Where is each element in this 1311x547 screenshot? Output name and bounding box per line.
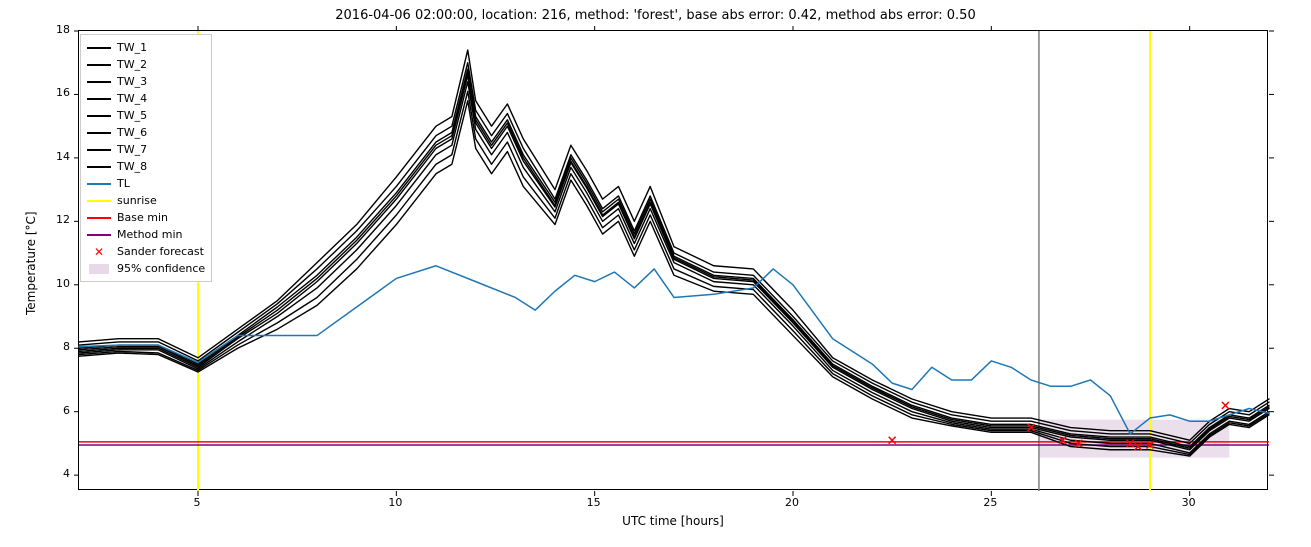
plot-area [78,30,1268,490]
x-tick-label: 30 [1179,496,1199,509]
tw-series [79,101,1269,456]
x-tick-label: 25 [980,496,1000,509]
legend: TW_1TW_2TW_3TW_4TW_5TW_6TW_7TW_8TLsunris… [80,34,212,282]
legend-entry: TW_8 [87,158,205,175]
legend-entry: Base min [87,209,205,226]
legend-entry: Method min [87,226,205,243]
legend-label: Base min [117,209,168,226]
legend-entry: TW_4 [87,90,205,107]
y-tick-label: 4 [63,467,70,480]
y-tick-label: 6 [63,404,70,417]
legend-label: TW_2 [117,56,147,73]
legend-entry: TW_5 [87,107,205,124]
legend-entry: 95% confidence [87,260,205,277]
forecast-marker [889,437,896,444]
tw-series [79,72,1269,448]
legend-label: TW_6 [117,124,147,141]
legend-entry: TW_3 [87,73,205,90]
y-tick-label: 8 [63,340,70,353]
x-tick-label: 20 [782,496,802,509]
legend-label: Sander forecast [117,243,204,260]
tl-series [79,266,1269,434]
chart-title: 2016-04-06 02:00:00, location: 216, meth… [0,8,1311,23]
y-tick-label: 18 [56,23,70,36]
legend-label: 95% confidence [117,260,205,277]
legend-label: Method min [117,226,183,243]
figure: 2016-04-06 02:00:00, location: 216, meth… [0,0,1311,547]
y-tick-label: 12 [56,213,70,226]
y-tick-label: 16 [56,86,70,99]
legend-entry: TW_6 [87,124,205,141]
legend-entry: TW_7 [87,141,205,158]
y-axis-label: Temperature [°C] [24,211,38,315]
forecast-marker [1222,402,1229,409]
tw-series [79,63,1269,444]
legend-label: TW_1 [117,39,147,56]
legend-label: TW_4 [117,90,147,107]
y-tick-label: 14 [56,150,70,163]
legend-label: TW_5 [117,107,147,124]
legend-label: TW_8 [117,158,147,175]
x-tick-label: 5 [187,496,207,509]
legend-entry: TW_2 [87,56,205,73]
legend-entry: sunrise [87,192,205,209]
x-tick-label: 15 [584,496,604,509]
legend-entry: ✕Sander forecast [87,243,205,260]
chart-svg [79,31,1269,491]
tw-series [79,91,1269,454]
legend-entry: TL [87,175,205,192]
x-tick-label: 10 [385,496,405,509]
tw-series [79,50,1269,440]
legend-label: TL [117,175,130,192]
legend-entry: TW_1 [87,39,205,56]
legend-label: TW_7 [117,141,147,158]
legend-label: TW_3 [117,73,147,90]
legend-label: sunrise [117,192,157,209]
y-tick-label: 10 [56,277,70,290]
x-axis-label: UTC time [hours] [613,514,733,528]
